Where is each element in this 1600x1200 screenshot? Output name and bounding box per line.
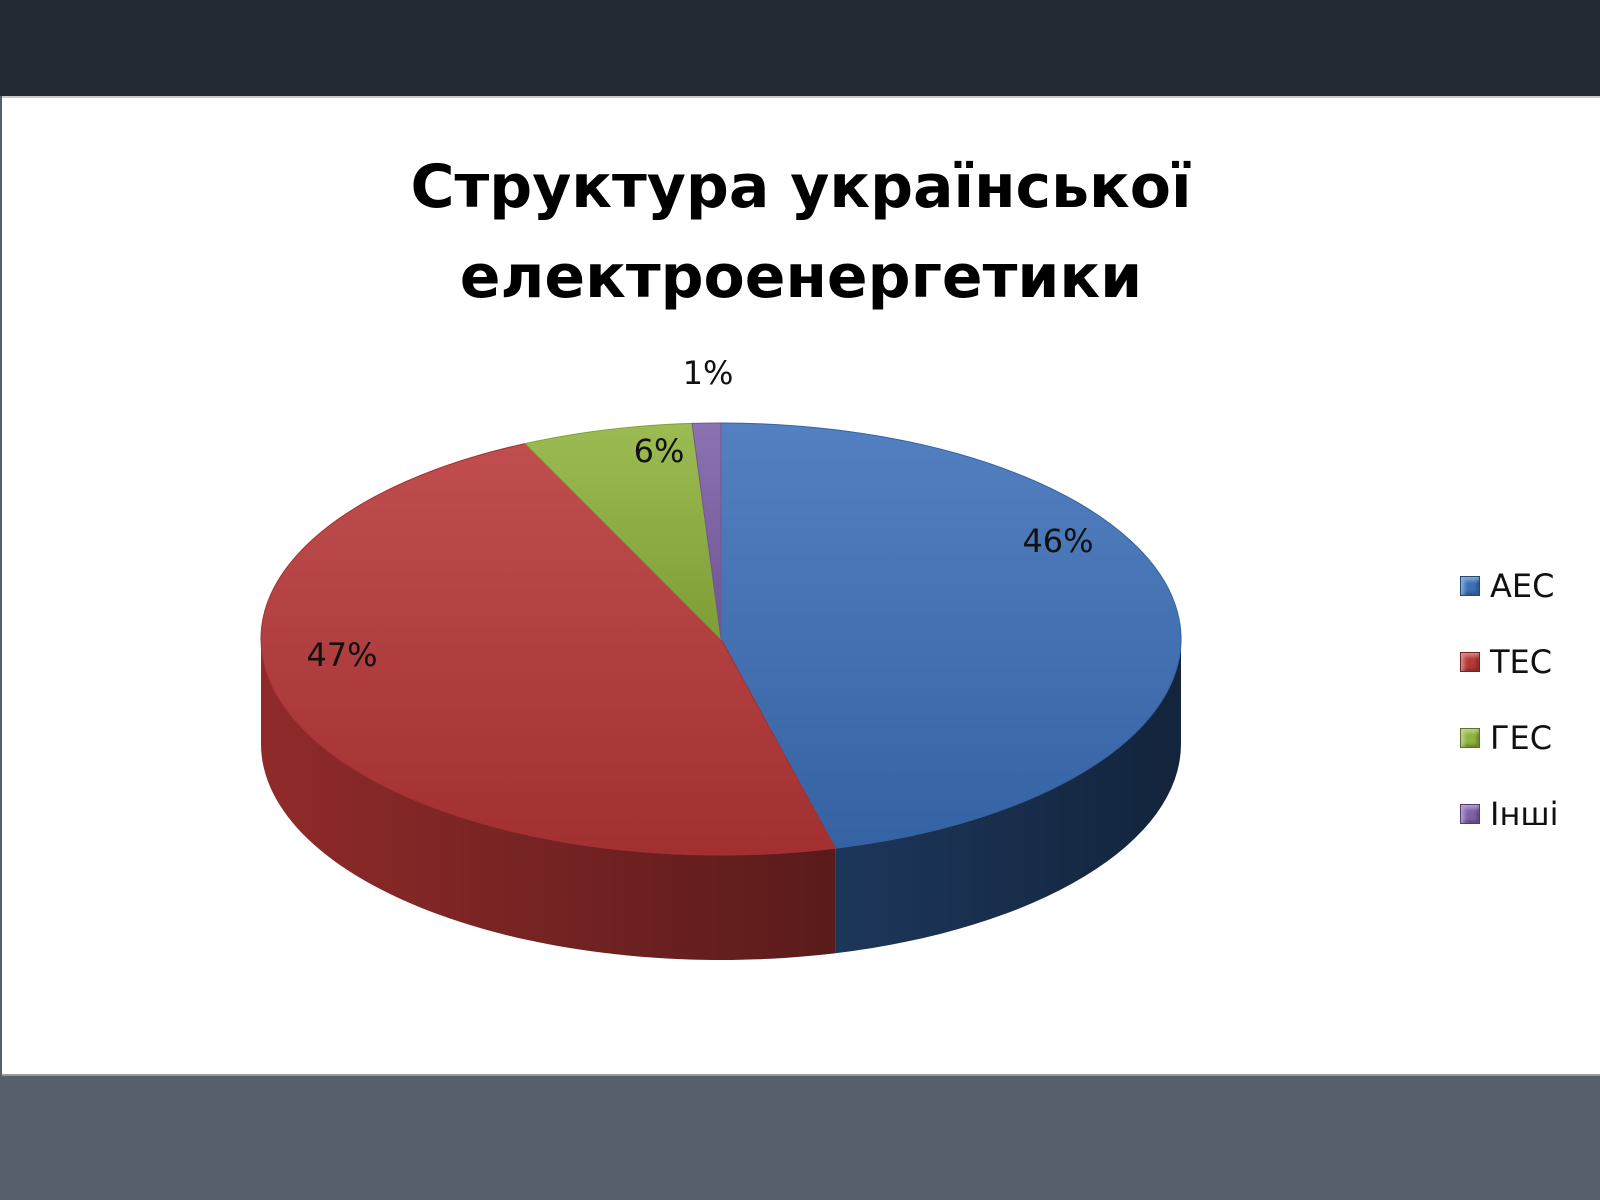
legend-label-other: Інші: [1490, 795, 1559, 833]
legend-item-ges: ГЕС: [1460, 719, 1559, 757]
legend-label-ges: ГЕС: [1490, 719, 1553, 757]
legend-item-tes: ТЕС: [1460, 643, 1559, 681]
pie-slice-other: [691, 422, 722, 640]
legend-item-other: Інші: [1460, 795, 1559, 833]
legend-swatch-ges: [1460, 728, 1480, 748]
legend-swatch-tes: [1460, 652, 1480, 672]
pie-slice-aes: [720, 422, 1182, 849]
legend-swatch-aes: [1460, 576, 1480, 596]
chart-title: Структура української електроенергетики: [2, 142, 1600, 322]
data-label-tes: 47%: [306, 636, 377, 674]
legend-swatch-other: [1460, 804, 1480, 824]
chart-area: Структура української електроенергетики …: [2, 96, 1600, 1076]
pie-slice-tes: [260, 443, 837, 856]
legend: АЕС ТЕС ГЕС Інші: [1460, 567, 1559, 872]
pie-slice-ges: [524, 422, 722, 641]
pie-chart: 46% 47% 6% 1%: [260, 354, 1182, 960]
pie-tops: [260, 422, 1182, 856]
legend-item-aes: АЕС: [1460, 567, 1559, 605]
data-label-aes: 46%: [1022, 522, 1093, 560]
data-label-ges: 6%: [634, 432, 685, 470]
chart-title-line-2: електроенергетики: [459, 242, 1143, 312]
data-label-other: 1%: [683, 354, 734, 392]
slide-top-band: [0, 0, 1600, 96]
pie-labels: 46% 47% 6% 1%: [306, 354, 1093, 674]
pie-side-aes: [835, 639, 1181, 954]
pie-sides: [261, 639, 1181, 960]
legend-label-tes: ТЕС: [1490, 643, 1553, 681]
pie-side-tes: [261, 639, 836, 960]
chart-title-line-1: Структура української: [410, 152, 1192, 222]
legend-label-aes: АЕС: [1490, 567, 1555, 605]
